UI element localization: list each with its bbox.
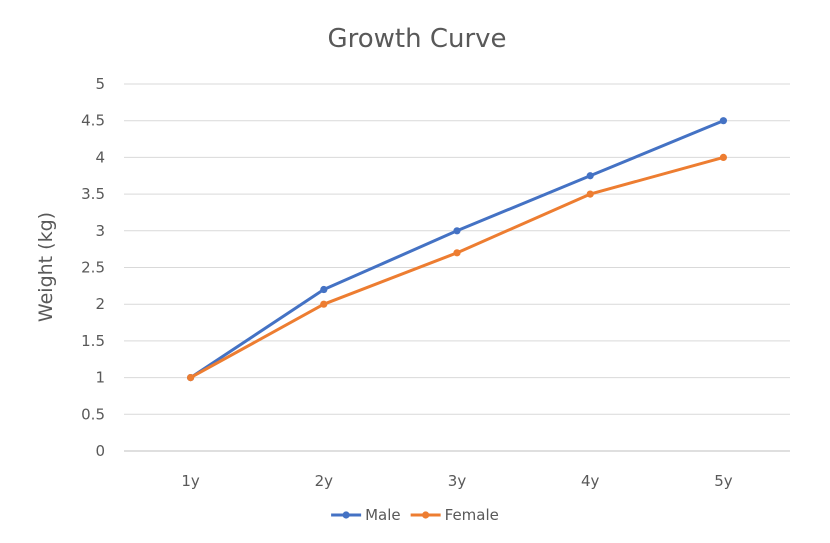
data-point-male [453,227,461,235]
y-tick-label: 1 [95,369,105,387]
legend-item-female: Female [410,506,499,524]
y-tick-label: 4.5 [81,112,105,130]
data-point-male [719,117,728,125]
y-tick-label: 3 [95,222,105,240]
x-tick-label: 2y [315,472,334,490]
legend-marker-male [342,511,350,519]
gridlines [124,83,790,452]
y-axis-ticks: 0 0.5 1 1.5 2 2.5 3 3.5 4 4.5 5 [81,75,105,460]
x-tick-label: 4y [581,472,600,490]
x-tick-label: 3y [448,472,467,490]
y-tick-label: 2.5 [81,259,105,277]
y-tick-label: 5 [95,75,105,93]
data-point-male [586,172,594,180]
series-female [187,153,728,382]
y-tick-label: 0.5 [81,405,105,423]
y-tick-label: 0 [95,442,105,460]
legend: Male Female [331,506,499,524]
data-point-female [586,190,594,198]
series-male [187,117,728,382]
data-point-female [187,374,195,382]
data-point-male [320,285,328,294]
y-axis-title: Weight (kg) [35,212,57,322]
series-layer [187,117,728,382]
legend-marker-female [422,511,430,519]
x-axis-ticks: 1y 2y 3y 4y 5y [181,472,732,490]
data-point-female [320,300,328,308]
chart-title: Growth Curve [327,24,506,54]
x-tick-label: 1y [181,472,200,490]
y-tick-label: 3.5 [81,185,105,203]
y-tick-label: 2 [95,295,105,313]
series-line-male [189,119,725,380]
data-point-female [719,153,728,161]
y-tick-label: 1.5 [81,332,105,350]
legend-label-female: Female [445,506,499,524]
data-point-female [453,249,461,257]
y-tick-label: 4 [95,148,105,166]
legend-label-male: Male [365,506,401,524]
x-tick-label: 5y [714,472,733,490]
legend-item-male: Male [331,506,401,524]
